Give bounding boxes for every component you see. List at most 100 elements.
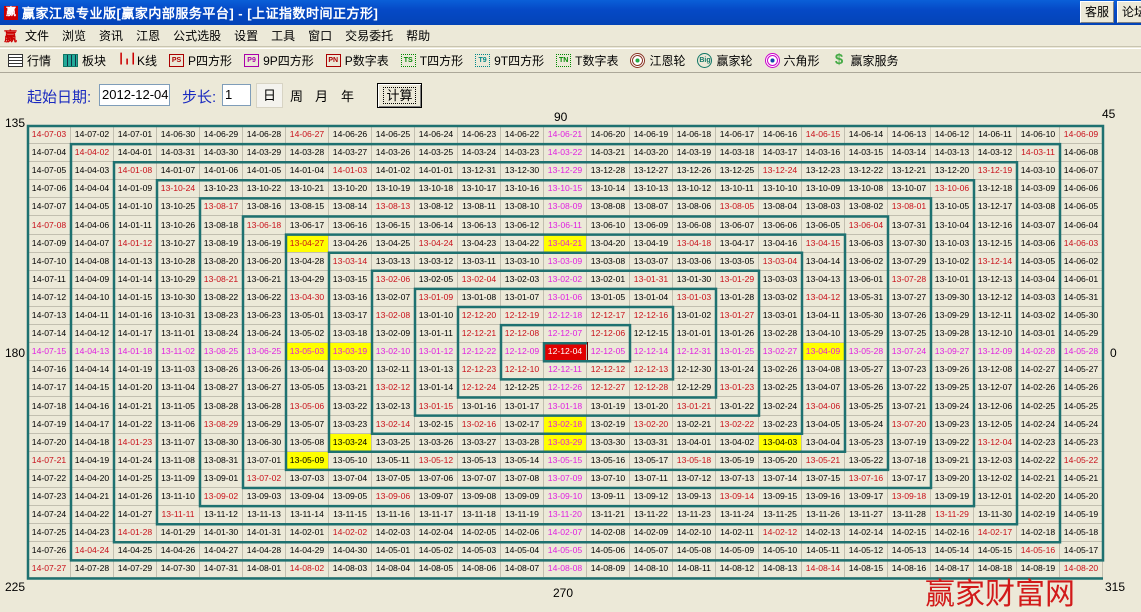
grid-cell[interactable]: 13-12-05: [974, 415, 1017, 434]
grid-cell[interactable]: 13-08-07: [630, 198, 673, 217]
grid-cell[interactable]: 13-06-06: [759, 216, 802, 235]
grid-cell[interactable]: 14-04-20: [71, 469, 114, 488]
grid-cell[interactable]: 13-04-24: [415, 234, 458, 253]
grid-cell[interactable]: 14-02-17: [974, 524, 1017, 543]
grid-cell[interactable]: 14-01-30: [200, 524, 243, 543]
grid-cell[interactable]: 13-05-28: [845, 343, 888, 362]
grid-cell[interactable]: 13-10-13: [630, 180, 673, 199]
grid-cell[interactable]: 13-02-02: [544, 270, 587, 289]
grid-cell[interactable]: 13-03-10: [501, 252, 544, 271]
grid-cell[interactable]: 14-07-11: [28, 270, 71, 289]
grid-cell[interactable]: 14-07-14: [28, 325, 71, 344]
grid-cell[interactable]: 14-05-08: [673, 542, 716, 561]
menu-file[interactable]: 文件: [25, 29, 50, 43]
grid-cell[interactable]: 13-12-09: [974, 343, 1017, 362]
menu-news[interactable]: 资讯: [99, 29, 124, 43]
grid-cell[interactable]: 13-05-01: [286, 307, 329, 326]
grid-cell[interactable]: 14-03-29: [243, 144, 286, 163]
grid-cell[interactable]: 14-06-22: [501, 126, 544, 145]
grid-cell[interactable]: 14-02-14: [845, 524, 888, 543]
grid-cell[interactable]: 13-09-27: [931, 343, 974, 362]
grid-cell[interactable]: 13-01-13: [415, 361, 458, 380]
grid-cell[interactable]: 13-04-14: [802, 252, 845, 271]
grid-cell[interactable]: 13-04-15: [802, 234, 845, 253]
tool-sectors[interactable]: 板块: [63, 52, 106, 69]
grid-cell[interactable]: 12-12-21: [458, 325, 501, 344]
grid-cell[interactable]: 13-07-18: [888, 451, 931, 470]
grid-cell[interactable]: 13-11-02: [157, 343, 200, 362]
grid-cell[interactable]: 14-02-08: [587, 524, 630, 543]
grid-cell[interactable]: 13-01-29: [716, 270, 759, 289]
grid-cell[interactable]: 13-10-03: [931, 234, 974, 253]
grid-cell[interactable]: 14-04-04: [71, 180, 114, 199]
grid-cell[interactable]: 12-12-19: [501, 307, 544, 326]
grid-cell[interactable]: 13-02-07: [372, 288, 415, 307]
grid-cell[interactable]: 14-04-23: [71, 524, 114, 543]
grid-cell[interactable]: 13-08-11: [458, 198, 501, 217]
grid-cell[interactable]: 13-03-03: [759, 270, 802, 289]
grid-cell[interactable]: 13-01-04: [630, 288, 673, 307]
grid-cell[interactable]: 13-12-20: [931, 162, 974, 181]
grid-cell[interactable]: 13-06-18: [243, 216, 286, 235]
grid-cell[interactable]: 13-04-25: [372, 234, 415, 253]
grid-cell[interactable]: 13-10-01: [931, 270, 974, 289]
grid-cell[interactable]: 13-05-03: [286, 343, 329, 362]
tool-t-number-table[interactable]: TN T数字表: [556, 52, 618, 69]
grid-cell[interactable]: 13-11-16: [372, 506, 415, 525]
grid-cell[interactable]: 13-10-19: [372, 180, 415, 199]
grid-cell[interactable]: 14-03-13: [931, 144, 974, 163]
grid-cell[interactable]: 13-11-23: [673, 506, 716, 525]
grid-cell[interactable]: 13-02-20: [630, 415, 673, 434]
grid-cell[interactable]: 13-01-07: [501, 288, 544, 307]
grid-cell[interactable]: 14-06-23: [458, 126, 501, 145]
unit-month-button[interactable]: 月: [315, 89, 329, 104]
grid-cell[interactable]: 13-03-31: [630, 433, 673, 452]
grid-cell[interactable]: 14-08-02: [286, 560, 329, 579]
grid-cell[interactable]: 14-07-27: [28, 560, 71, 579]
grid-cell[interactable]: 14-01-31: [243, 524, 286, 543]
grid-cell[interactable]: 13-04-07: [802, 379, 845, 398]
grid-cell[interactable]: 14-07-02: [71, 126, 114, 145]
grid-cell[interactable]: 12-12-27: [587, 379, 630, 398]
grid-cell[interactable]: 13-07-15: [802, 469, 845, 488]
grid-cell[interactable]: 13-12-29: [544, 162, 587, 181]
grid-cell[interactable]: 13-08-09: [544, 198, 587, 217]
grid-cell[interactable]: 13-02-26: [759, 361, 802, 380]
grid-cell[interactable]: 13-04-20: [587, 234, 630, 253]
grid-cell[interactable]: 13-03-24: [329, 433, 372, 452]
grid-cell[interactable]: 13-03-12: [415, 252, 458, 271]
grid-cell[interactable]: 13-06-09: [630, 216, 673, 235]
grid-cell[interactable]: 14-05-28: [1060, 343, 1103, 362]
grid-cell[interactable]: 14-08-15: [845, 560, 888, 579]
grid-cell[interactable]: 13-08-01: [888, 198, 931, 217]
grid-cell[interactable]: 13-09-15: [759, 488, 802, 507]
grid-cell[interactable]: 13-06-15: [372, 216, 415, 235]
grid-cell[interactable]: 14-01-18: [114, 343, 157, 362]
grid-cell[interactable]: 14-01-03: [329, 162, 372, 181]
grid-cell[interactable]: 13-01-16: [458, 397, 501, 416]
grid-cell[interactable]: 13-07-29: [888, 252, 931, 271]
grid-cell[interactable]: 14-02-22: [1017, 451, 1060, 470]
grid-cell[interactable]: 13-04-08: [802, 361, 845, 380]
grid-cell[interactable]: 14-02-11: [716, 524, 759, 543]
grid-cell[interactable]: 13-07-01: [243, 451, 286, 470]
menu-formula-screening[interactable]: 公式选股: [173, 29, 222, 43]
grid-cell[interactable]: 13-09-18: [888, 488, 931, 507]
grid-cell[interactable]: 14-08-08: [544, 560, 587, 579]
grid-cell[interactable]: 14-05-24: [1060, 415, 1103, 434]
grid-cell[interactable]: 14-03-03: [1017, 288, 1060, 307]
unit-day-button[interactable]: 日: [256, 83, 283, 108]
grid-cell[interactable]: 13-10-17: [458, 180, 501, 199]
grid-cell[interactable]: 14-03-19: [673, 144, 716, 163]
grid-cell[interactable]: 13-03-30: [587, 433, 630, 452]
unit-year-button[interactable]: 年: [341, 89, 355, 104]
grid-cell[interactable]: 13-08-14: [329, 198, 372, 217]
grid-cell[interactable]: 12-12-17: [587, 307, 630, 326]
grid-cell[interactable]: 13-12-31: [458, 162, 501, 181]
grid-cell[interactable]: 14-04-15: [71, 379, 114, 398]
grid-cell[interactable]: 14-02-01: [286, 524, 329, 543]
grid-cell[interactable]: 14-05-26: [1060, 379, 1103, 398]
menu-browse[interactable]: 浏览: [62, 29, 87, 43]
grid-cell[interactable]: 14-08-06: [458, 560, 501, 579]
grid-cell[interactable]: 13-02-06: [372, 270, 415, 289]
